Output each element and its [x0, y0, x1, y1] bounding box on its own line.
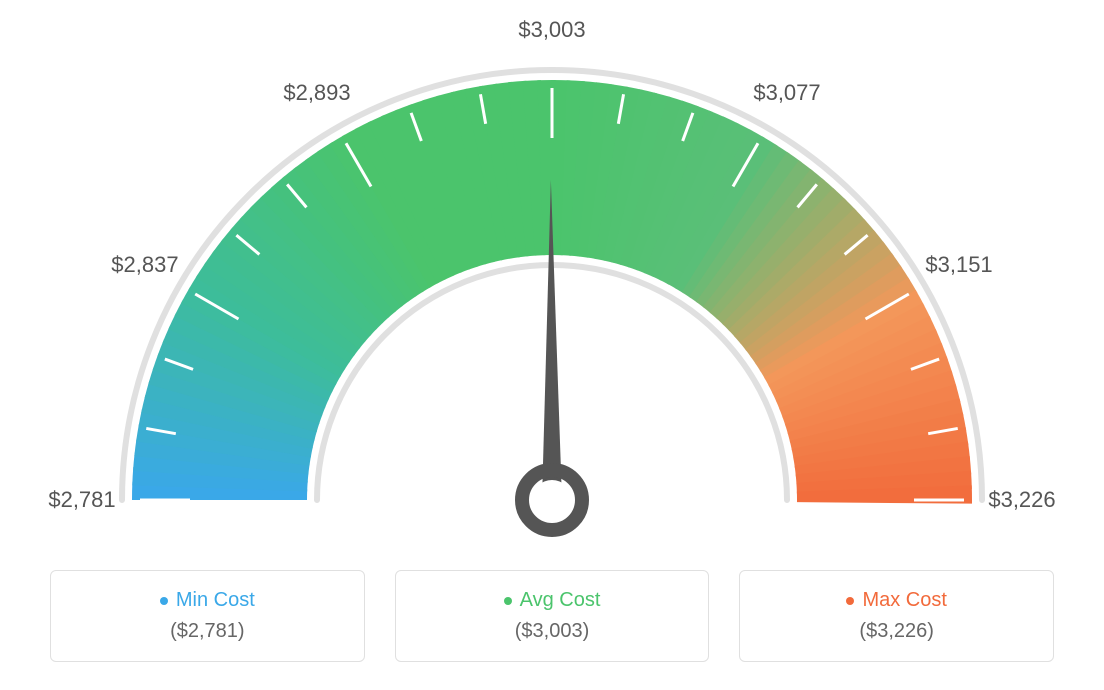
dot-icon — [504, 597, 512, 605]
legend-card-max: Max Cost ($3,226) — [739, 570, 1054, 662]
legend-min-title: Min Cost — [160, 589, 255, 612]
gauge-tick-label: $3,003 — [518, 17, 585, 43]
gauge-tick-label: $3,226 — [988, 487, 1055, 513]
dot-icon — [846, 597, 854, 605]
legend-card-min: Min Cost ($2,781) — [50, 570, 365, 662]
legend-avg-value: ($3,003) — [406, 620, 699, 643]
legend-min-value: ($2,781) — [61, 620, 354, 643]
gauge-tick-label: $3,077 — [753, 80, 820, 106]
gauge-svg — [62, 30, 1042, 550]
gauge-tick-label: $2,893 — [283, 80, 350, 106]
legend-avg-label: Avg Cost — [520, 589, 601, 612]
legend-card-avg: Avg Cost ($3,003) — [395, 570, 710, 662]
legend-avg-title: Avg Cost — [504, 589, 601, 612]
dot-icon — [160, 597, 168, 605]
cost-gauge-widget: $2,781 $2,837 $2,893 $3,003 $3,077 $3,151 $3,2… — [0, 0, 1104, 690]
legend-row: Min Cost ($2,781) Avg Cost ($3,003) Max … — [50, 570, 1054, 662]
legend-max-value: ($3,226) — [750, 620, 1043, 643]
gauge-tick-label: $2,781 — [48, 487, 115, 513]
gauge-tick-label: $3,151 — [925, 252, 992, 278]
legend-max-label: Max Cost — [862, 589, 946, 612]
gauge: $2,781$2,837$2,893$3,003$3,077$3,151$3,2… — [62, 30, 1042, 550]
legend-max-title: Max Cost — [846, 589, 946, 612]
gauge-tick-label: $2,837 — [111, 252, 178, 278]
legend-min-label: Min Cost — [176, 589, 255, 612]
